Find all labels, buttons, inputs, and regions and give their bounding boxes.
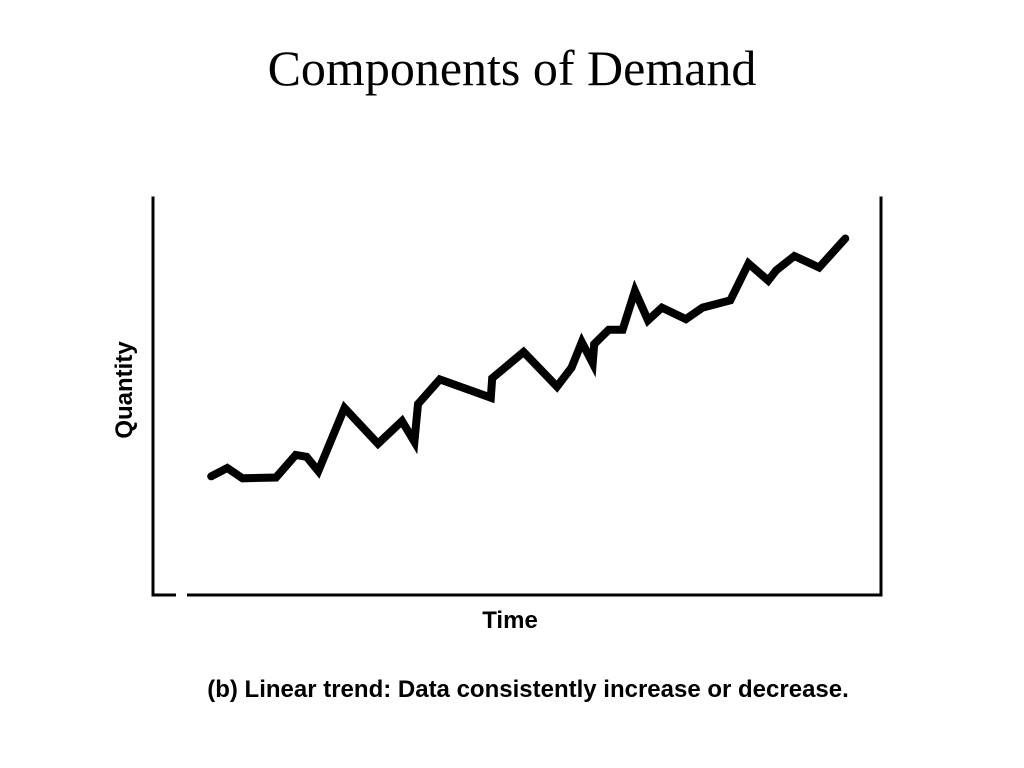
chart-caption: (b) Linear trend: Data consistently incr…	[207, 676, 849, 703]
chart-axes	[151, 196, 883, 597]
x-axis-label: Time	[482, 607, 538, 634]
slide-title: Components of Demand	[267, 40, 757, 96]
y-axis-label: Quantity	[111, 341, 138, 439]
series-line-quantity	[207, 234, 850, 483]
